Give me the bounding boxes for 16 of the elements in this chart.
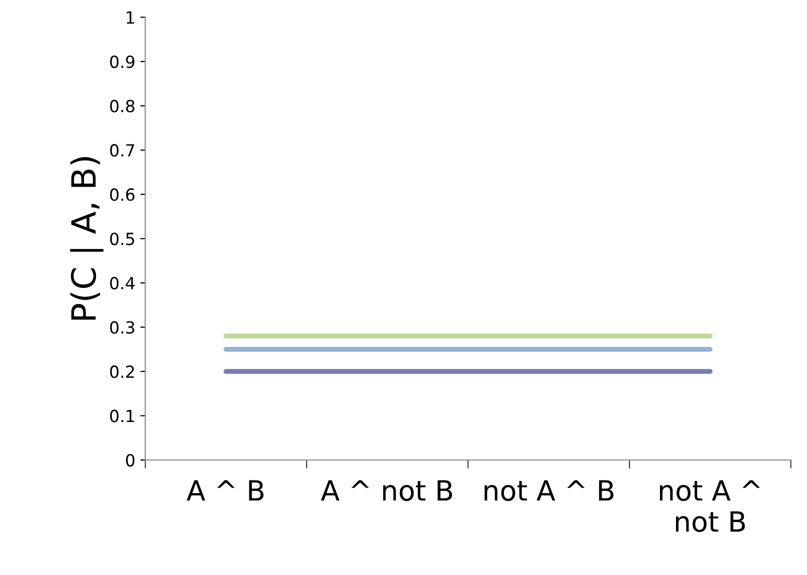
x-tick-label: not A ^ B	[484, 480, 614, 501]
y-axis-title: P(C | A, B)	[70, 157, 104, 320]
y-tick-label: 0.2	[110, 365, 134, 378]
y-tick-label: 0.6	[110, 188, 134, 201]
y-tick-label: 0.7	[110, 144, 134, 157]
x-tick-label: A ^ not B	[320, 480, 452, 501]
y-tick-label: 0.9	[110, 55, 134, 68]
y-tick-label: 0.5	[110, 232, 134, 246]
y-tick-label: 0.8	[110, 100, 134, 112]
x-tick-label: A ^ B	[186, 480, 264, 501]
y-tick-label: 0.4	[110, 276, 135, 290]
x-tick-label: not A ^ not B	[660, 480, 760, 532]
y-tick-label: 0	[126, 454, 134, 467]
y-tick-label: 0.1	[110, 410, 134, 422]
y-tick-label: 0.3	[110, 321, 134, 334]
y-tick-label: 1	[126, 11, 134, 24]
